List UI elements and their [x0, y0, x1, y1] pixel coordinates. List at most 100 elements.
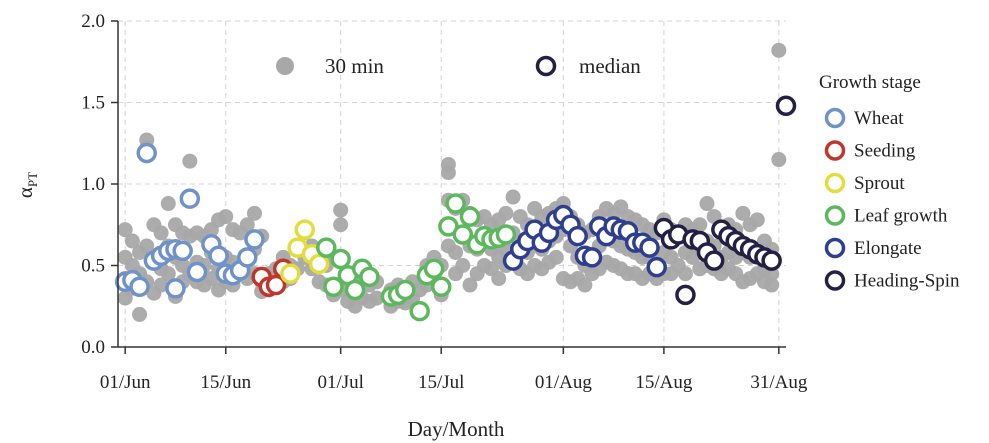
median-point-wheat [165, 278, 186, 299]
y-tick-label: 1.5 [81, 93, 105, 114]
thirty-min-point [462, 277, 478, 293]
median-point-elongate [567, 225, 588, 247]
thirty-min-point [771, 152, 787, 168]
thirty-min-point [333, 217, 349, 233]
median-point-sprout [308, 253, 330, 275]
thirty-min-point [139, 238, 155, 254]
median-point-wheat [129, 276, 150, 297]
median-point-heading-spin [703, 250, 725, 271]
thirty-min-point [677, 266, 693, 282]
thirty-min-point [505, 189, 521, 205]
median-point-sprout [280, 263, 301, 284]
legend-label-wheat: Wheat [854, 108, 904, 129]
median-point-leaf-growth [459, 206, 481, 227]
legend-marker-elongate [824, 237, 846, 259]
thirty-min-point [369, 290, 385, 306]
legend-marker-leaf-growth [824, 205, 846, 226]
x-tick-label: 15/Jun [200, 372, 251, 393]
thirty-min-point [749, 212, 765, 228]
median-point-wheat [244, 229, 265, 250]
median-point-leaf-growth [344, 279, 366, 301]
thirty-min-point [182, 153, 198, 169]
x-tick-label: 01/Jun [100, 372, 151, 393]
legend-title: Growth stage [819, 72, 921, 93]
thirty-min-point [498, 205, 514, 221]
median-point-leaf-growth [409, 300, 430, 322]
median-point-elongate [581, 247, 603, 268]
median-point-leaf-growth [359, 266, 380, 288]
x-axis-title: Day/Month [408, 417, 505, 441]
thirty-min-point [124, 233, 140, 249]
median-marker [535, 55, 557, 77]
thirty-min-point [239, 217, 255, 233]
thirty-min-point [333, 202, 349, 218]
median-point-leaf-growth [316, 237, 337, 258]
y-axis-symbol: α [13, 187, 37, 198]
x-tick-label: 15/Aug [635, 372, 693, 393]
thirty-min-point [735, 205, 751, 221]
thirty-min-point [440, 165, 456, 181]
axes: 0.0 0.5 1.0 1.5 2.0 01/Jun 15/Jun 01/Jul 15/Jul 0… [81, 11, 808, 393]
thirty-min-marker [276, 57, 294, 75]
median-point-seeding [265, 274, 287, 296]
thirty-min-point [448, 244, 464, 260]
y-tick-label: 0.0 [81, 337, 105, 358]
thirty-min-point [132, 306, 148, 322]
y-tick-label: 0.5 [81, 256, 105, 277]
thirty-min-point [246, 205, 262, 221]
series-points [114, 95, 797, 322]
thirty-min-point [577, 277, 593, 293]
x-tick-label: 01/Aug [535, 372, 593, 393]
median-point-leaf-growth [323, 276, 344, 297]
median-point-leaf-growth [430, 276, 452, 297]
median-point-sprout [294, 219, 316, 240]
legend-label-seeding: Seeding [854, 141, 916, 162]
thirty-min-point [548, 249, 564, 265]
median-label: median [579, 54, 641, 78]
thirty-min-point [455, 258, 471, 273]
median-point-leaf-growth [395, 279, 416, 301]
median-point-leaf-growth [495, 224, 517, 245]
thirty-min-point [771, 42, 787, 58]
thirty-min-point [153, 225, 169, 241]
thirty-min-label: 30 min [325, 54, 384, 78]
median-point-wheat [172, 240, 193, 262]
thirty-min-point [491, 271, 507, 287]
thirty-min-point [153, 277, 169, 293]
thirty-min-point [699, 196, 715, 212]
y-tick-label: 2.0 [81, 11, 105, 32]
legend-label-sprout: Sprout [854, 173, 905, 194]
median-point-leaf-growth [330, 248, 351, 270]
y-axis-subscript: PT [25, 172, 40, 187]
legend-marker-sprout [824, 172, 846, 194]
median-point-wheat [136, 142, 157, 164]
median-point-leaf-growth [445, 193, 466, 214]
y-axis-title: αPT [13, 172, 40, 198]
median-point-elongate [646, 256, 667, 278]
median-point-wheat [237, 247, 258, 268]
x-tick-label: 01/Jul [317, 372, 363, 393]
legend-marker-seeding [824, 140, 846, 161]
thirty-min-point [117, 222, 133, 238]
x-tick-label: 31/Aug [750, 372, 808, 393]
thirty-min-point [160, 266, 176, 282]
median-point-wheat [186, 261, 208, 283]
legend-label-elongate: Elongate [854, 238, 922, 259]
thirty-min-point [764, 277, 780, 293]
thirty-min-point [692, 217, 708, 233]
median-point-wheat [208, 245, 229, 266]
legend: Growth stage Wheat Seeding Sprout Leaf grow… [819, 72, 960, 292]
legend-label-leaf-growth: Leaf growth [854, 206, 948, 227]
median-point-elongate [639, 237, 660, 258]
median-point-heading-spin [761, 250, 782, 271]
median-point-wheat [179, 188, 201, 209]
legend-marker-wheat [824, 107, 846, 129]
x-tick-label: 15/Jul [418, 372, 464, 393]
median-point-heading-spin [775, 95, 797, 117]
thirty-min-point [218, 209, 234, 225]
median-point-heading-spin [675, 284, 696, 306]
legend-label-heading-spin: Heading-Spin [854, 271, 960, 292]
legend-marker-heading-spin [824, 270, 846, 291]
median-point-leaf-growth [452, 224, 474, 245]
